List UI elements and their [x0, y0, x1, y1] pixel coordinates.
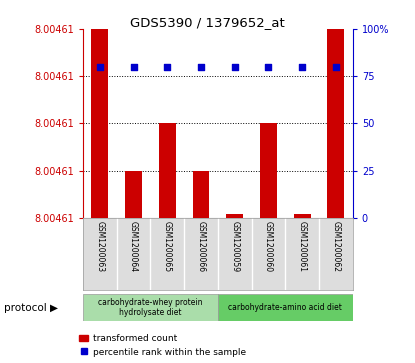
Point [97, 64, 103, 70]
Bar [218, 294, 353, 321]
Bar [83, 294, 218, 321]
Text: GSM1200066: GSM1200066 [197, 221, 205, 273]
Text: GSM1200063: GSM1200063 [95, 221, 104, 273]
Bar [125, 171, 142, 218]
Text: GSM1200064: GSM1200064 [129, 221, 138, 273]
Text: carbohydrate-whey protein
hydrolysate diet: carbohydrate-whey protein hydrolysate di… [98, 298, 203, 317]
Point [198, 64, 204, 70]
Point [332, 64, 339, 70]
Bar [226, 214, 243, 218]
Text: GDS5390 / 1379652_at: GDS5390 / 1379652_at [130, 16, 285, 29]
Text: protocol ▶: protocol ▶ [4, 303, 58, 313]
Text: GSM1200061: GSM1200061 [298, 221, 307, 272]
Bar [91, 29, 108, 218]
Point [164, 64, 171, 70]
Point [232, 64, 238, 70]
Text: GSM1200060: GSM1200060 [264, 221, 273, 273]
Legend: transformed count, percentile rank within the sample: transformed count, percentile rank withi… [79, 334, 246, 357]
Bar [193, 171, 210, 218]
Bar [294, 214, 310, 218]
Bar [260, 123, 277, 218]
Text: GSM1200062: GSM1200062 [332, 221, 340, 272]
Point [265, 64, 272, 70]
Bar [327, 29, 344, 218]
Text: GSM1200065: GSM1200065 [163, 221, 172, 273]
Bar [159, 123, 176, 218]
Point [299, 64, 305, 70]
Text: carbohydrate-amino acid diet: carbohydrate-amino acid diet [228, 303, 342, 312]
Point [130, 64, 137, 70]
Text: GSM1200059: GSM1200059 [230, 221, 239, 273]
